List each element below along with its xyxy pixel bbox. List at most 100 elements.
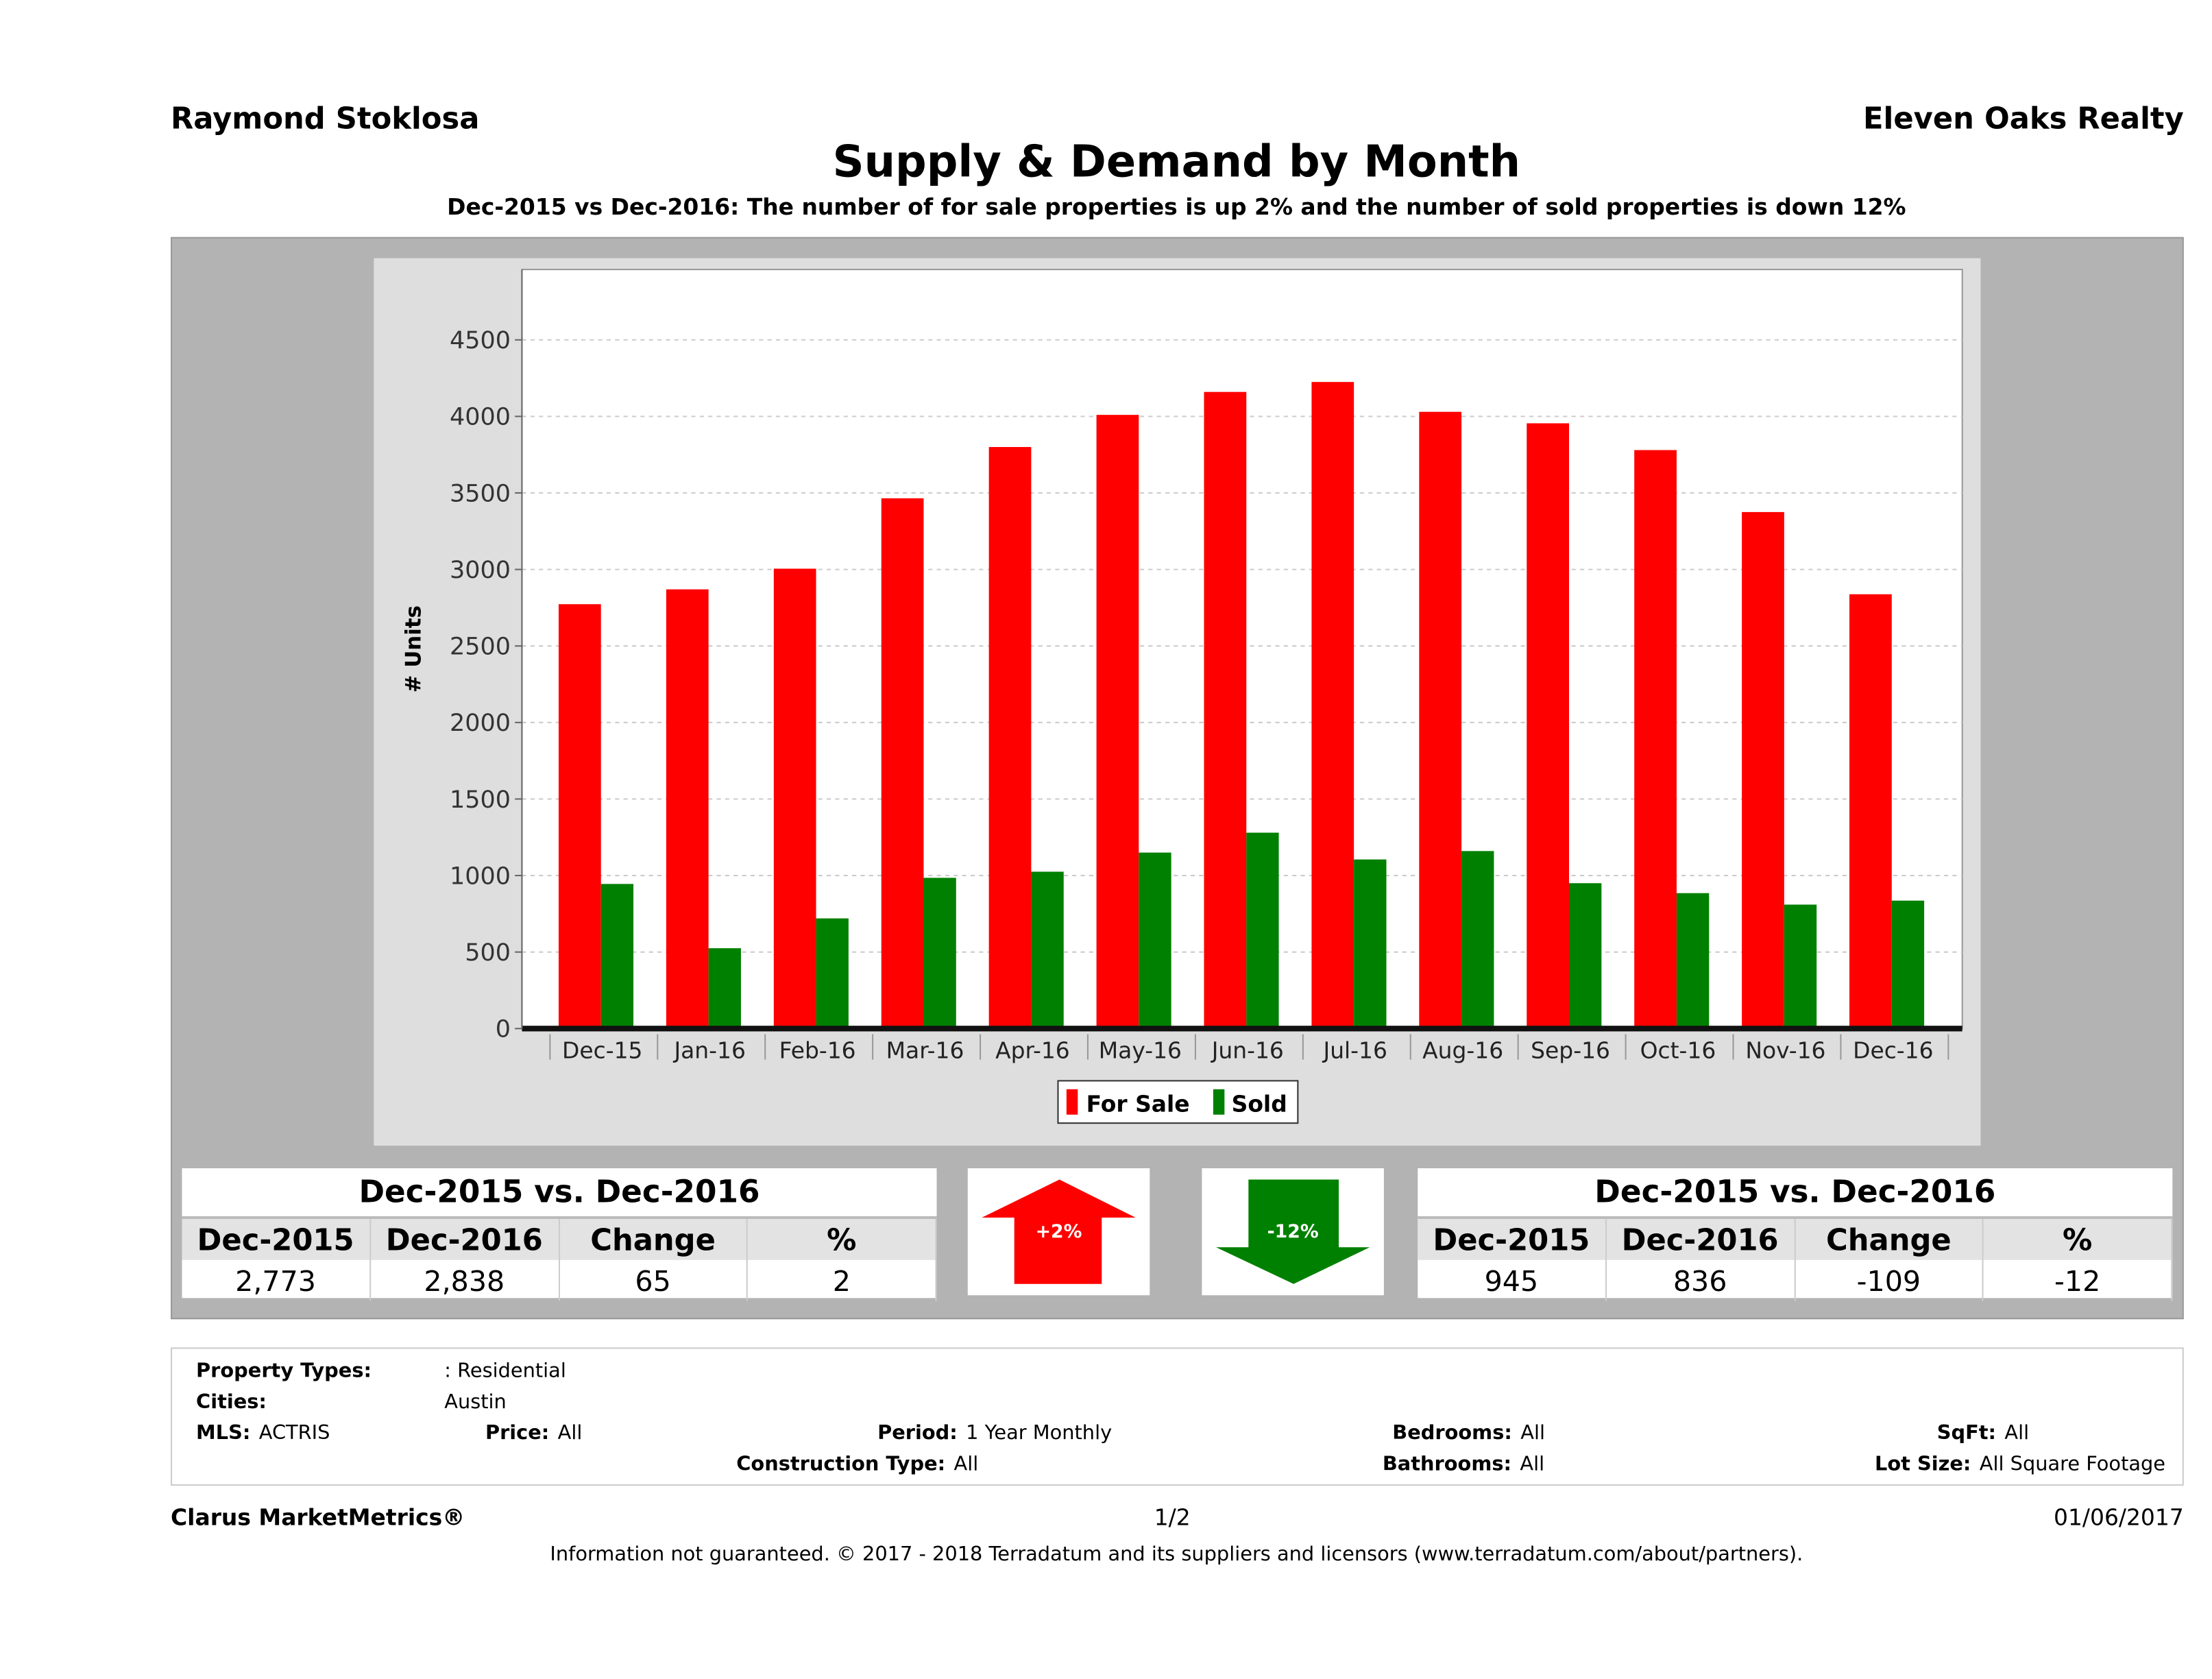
y-tick-label: 500 (465, 939, 511, 967)
y-tick-label: 4000 (450, 404, 511, 431)
header-cell: Change (559, 1219, 749, 1260)
down-percent-label: -12% (1267, 1222, 1319, 1244)
bar-sold (816, 918, 849, 1029)
brokerage-name: Eleven Oaks Realty (1863, 101, 2184, 136)
disclaimer: Information not guaranteed. © 2017 - 201… (550, 1543, 1803, 1567)
header-cell: % (748, 1219, 937, 1260)
y-tick-label: 0 (496, 1016, 511, 1043)
bar-for-sale (666, 589, 709, 1029)
bar-sold (1139, 852, 1171, 1029)
bar-sold (923, 878, 956, 1029)
sold-comparison-table: Dec-2015 vs. Dec-2016 Dec-2015 Dec-2016 … (1418, 1168, 2173, 1301)
x-tick-label: Jan-16 (672, 1037, 745, 1064)
y-tick-label: 4500 (450, 327, 511, 354)
sqft-label: SqFt: (1936, 1422, 1997, 1445)
bedrooms-label: Bedrooms: (1392, 1422, 1512, 1445)
property-types-label: Property Types: (196, 1360, 372, 1383)
bar-sold (1031, 871, 1064, 1029)
y-tick-label: 1000 (450, 862, 511, 890)
x-tick-label: Feb-16 (779, 1037, 856, 1064)
x-tick-label: Oct-16 (1640, 1037, 1716, 1064)
header-cell: Dec-2016 (1607, 1219, 1795, 1260)
construction-type-field: Construction Type: All (736, 1453, 978, 1476)
value-cell: 2 (748, 1259, 937, 1301)
up-arrow-icon (982, 1179, 1136, 1284)
bar-for-sale (773, 568, 816, 1029)
chart-subtitle: Dec-2015 vs Dec-2016: The number of for … (447, 193, 1906, 221)
bar-for-sale (1204, 391, 1247, 1029)
cities-value: Austin (444, 1391, 507, 1414)
bar-for-sale (558, 604, 601, 1029)
chart-title: Supply & Demand by Month (832, 136, 1521, 188)
mls-field: MLS: ACTRIS (196, 1422, 330, 1445)
y-tick-label: 3000 (450, 557, 511, 584)
value-cell: 836 (1607, 1259, 1795, 1301)
mls-value: ACTRIS (258, 1422, 330, 1445)
up-arrow-box: +2% (967, 1168, 1150, 1296)
bar-sold (708, 948, 741, 1029)
lot-size-field: Lot Size: All Square Footage (1872, 1453, 2165, 1476)
y-axis-label: # Units (401, 605, 426, 692)
down-arrow-icon (1215, 1179, 1370, 1284)
bedrooms-field: Bedrooms: All (1392, 1422, 1545, 1445)
bar-sold (600, 884, 634, 1029)
x-tick-label: Dec-15 (562, 1037, 642, 1064)
table-title: Dec-2015 vs. Dec-2016 (182, 1168, 937, 1220)
agent-name: Raymond Stoklosa (171, 101, 480, 136)
value-cell: -12 (1984, 1259, 2173, 1301)
value-cell: 65 (559, 1259, 749, 1301)
x-tick-label: Mar-16 (886, 1037, 964, 1064)
x-tick-label: Jul-16 (1322, 1037, 1387, 1064)
bar-for-sale (1849, 594, 1892, 1029)
x-tick-label: May-16 (1099, 1037, 1182, 1064)
up-percent-label: +2% (1035, 1222, 1082, 1244)
report-date: 01/06/2017 (2053, 1503, 2184, 1531)
for-sale-comparison-table: Dec-2015 vs. Dec-2016 Dec-2015 Dec-2016 … (182, 1168, 937, 1301)
property-types-field: Property Types: : Residential (196, 1360, 566, 1383)
y-tick-label: 3500 (450, 480, 511, 507)
bar-for-sale (1311, 382, 1354, 1029)
filter-info-box: Property Types: : Residential Cities: Au… (171, 1347, 2184, 1486)
cities-field: Cities: Austin (196, 1391, 507, 1414)
header-cell: Dec-2016 (371, 1219, 559, 1260)
bar-for-sale (1419, 411, 1462, 1029)
mls-label: MLS: (196, 1422, 251, 1445)
property-types-value: : Residential (444, 1360, 566, 1383)
x-tick-label: Nov-16 (1745, 1037, 1825, 1064)
bar-sold (1676, 893, 1710, 1029)
header-cell: Dec-2015 (182, 1219, 371, 1260)
x-tick-label: Jun-16 (1211, 1037, 1284, 1064)
y-tick-label: 2500 (450, 633, 511, 661)
bar-for-sale (1634, 450, 1677, 1029)
page-number: 1/2 (1154, 1503, 1191, 1531)
bedrooms-value: All (1520, 1422, 1545, 1445)
header-cell: Dec-2015 (1418, 1219, 1607, 1260)
period-field: Period: 1 Year Monthly (877, 1422, 1112, 1445)
bar-sold (1354, 859, 1387, 1029)
bathrooms-label: Bathrooms: (1382, 1453, 1512, 1476)
construction-label: Construction Type: (736, 1453, 946, 1476)
price-label: Price: (485, 1422, 550, 1445)
y-tick-label: 1500 (450, 786, 511, 814)
down-arrow-box: -12% (1202, 1168, 1384, 1296)
bar-sold (1784, 904, 1817, 1029)
bar-sold (1461, 851, 1494, 1029)
value-cell: -109 (1795, 1259, 1984, 1301)
legend-swatch-sold (1213, 1089, 1225, 1115)
bar-for-sale (988, 447, 1032, 1029)
bar-for-sale (1742, 511, 1784, 1029)
price-field: Price: All (485, 1422, 582, 1445)
header-cell: Change (1795, 1219, 1984, 1260)
x-tick-label: Aug-16 (1422, 1037, 1503, 1064)
period-label: Period: (877, 1422, 958, 1445)
bathrooms-value: All (1520, 1453, 1545, 1476)
sqft-field: SqFt: All (1897, 1422, 2165, 1445)
legend-label-sold: Sold (1232, 1091, 1287, 1118)
bar-for-sale (881, 498, 924, 1029)
cities-label: Cities: (196, 1391, 267, 1414)
legend-box (1057, 1080, 1299, 1124)
value-cell: 2,773 (182, 1259, 371, 1301)
x-tick-label: Sep-16 (1531, 1037, 1610, 1064)
y-tick-label: 2000 (450, 710, 511, 737)
bar-sold (1246, 832, 1279, 1029)
